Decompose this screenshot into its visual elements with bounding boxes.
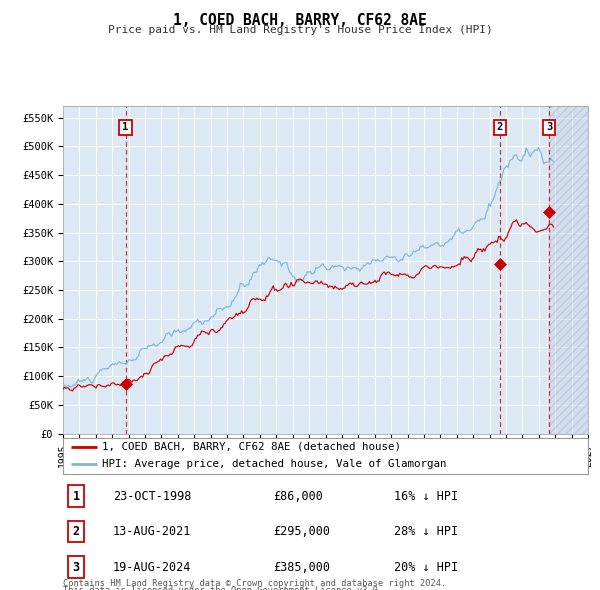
FancyBboxPatch shape bbox=[63, 438, 588, 474]
Text: 19-AUG-2024: 19-AUG-2024 bbox=[113, 560, 191, 573]
Text: 1: 1 bbox=[73, 490, 80, 503]
Text: 2: 2 bbox=[497, 123, 503, 133]
Text: 13-AUG-2021: 13-AUG-2021 bbox=[113, 525, 191, 538]
Text: 23-OCT-1998: 23-OCT-1998 bbox=[113, 490, 191, 503]
Text: Contains HM Land Registry data © Crown copyright and database right 2024.: Contains HM Land Registry data © Crown c… bbox=[63, 579, 446, 588]
Text: 20% ↓ HPI: 20% ↓ HPI bbox=[394, 560, 458, 573]
Text: HPI: Average price, detached house, Vale of Glamorgan: HPI: Average price, detached house, Vale… bbox=[103, 460, 447, 470]
Text: £385,000: £385,000 bbox=[273, 560, 330, 573]
Text: 2: 2 bbox=[73, 525, 80, 538]
Text: £295,000: £295,000 bbox=[273, 525, 330, 538]
Text: 1: 1 bbox=[122, 123, 128, 133]
Text: 1, COED BACH, BARRY, CF62 8AE: 1, COED BACH, BARRY, CF62 8AE bbox=[173, 13, 427, 28]
Text: 3: 3 bbox=[73, 560, 80, 573]
Text: £86,000: £86,000 bbox=[273, 490, 323, 503]
Text: Price paid vs. HM Land Registry's House Price Index (HPI): Price paid vs. HM Land Registry's House … bbox=[107, 25, 493, 35]
Text: 16% ↓ HPI: 16% ↓ HPI bbox=[394, 490, 458, 503]
Bar bbox=[550, 106, 588, 434]
Text: 28% ↓ HPI: 28% ↓ HPI bbox=[394, 525, 458, 538]
Text: This data is licensed under the Open Government Licence v3.0.: This data is licensed under the Open Gov… bbox=[63, 586, 383, 590]
Text: 3: 3 bbox=[546, 123, 552, 133]
Text: 1, COED BACH, BARRY, CF62 8AE (detached house): 1, COED BACH, BARRY, CF62 8AE (detached … bbox=[103, 442, 401, 452]
